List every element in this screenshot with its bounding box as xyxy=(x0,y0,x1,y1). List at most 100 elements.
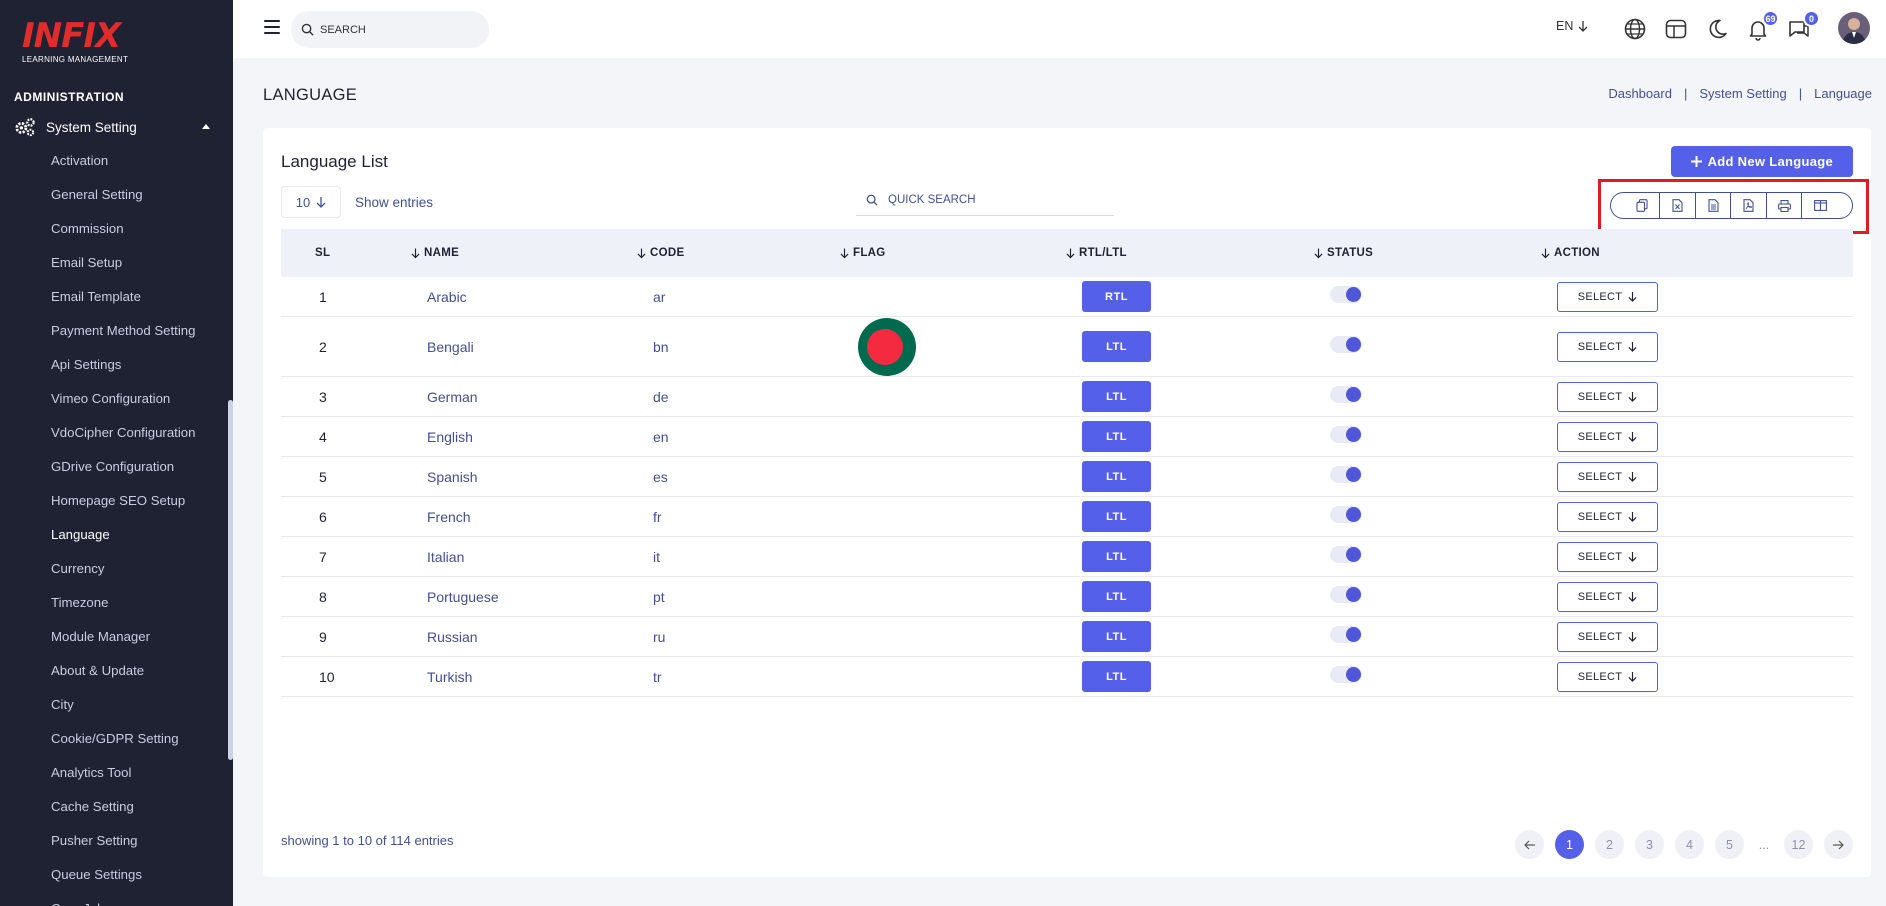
arrow-down-icon xyxy=(1628,391,1637,402)
sidebar-item-vimeo-configuration[interactable]: Vimeo Configuration xyxy=(51,391,171,406)
sidebar-item-cron-job[interactable]: Cron Job xyxy=(51,898,195,906)
layout-icon[interactable] xyxy=(1664,17,1688,41)
sidebar-item-vdocipher-configuration[interactable]: VdoCipher Configuration xyxy=(51,425,196,440)
sidebar-group-system-setting[interactable]: System Setting xyxy=(14,116,214,138)
action-select-button[interactable]: SELECT xyxy=(1557,331,1658,362)
column-header-code[interactable]: CODE xyxy=(637,247,840,259)
globe-icon[interactable] xyxy=(1623,17,1647,41)
sidebar-item-queue-settings[interactable]: Queue Settings xyxy=(51,867,142,882)
status-toggle[interactable] xyxy=(1330,386,1362,403)
notifications-button[interactable]: 69 xyxy=(1746,10,1779,41)
search-box[interactable] xyxy=(291,11,489,48)
status-toggle[interactable] xyxy=(1330,286,1362,303)
sidebar-item-module-manager[interactable]: Module Manager xyxy=(51,629,150,644)
direction-button[interactable]: LTL xyxy=(1082,661,1151,692)
sidebar-item-city[interactable]: City xyxy=(51,697,74,712)
column-header-status[interactable]: STATUS xyxy=(1314,247,1541,259)
sidebar-item-currency[interactable]: Currency xyxy=(51,561,105,576)
quick-search-input[interactable] xyxy=(888,193,1088,206)
action-select-button[interactable]: SELECT xyxy=(1557,621,1658,652)
sidebar-item-analytics-tool[interactable]: Analytics Tool xyxy=(51,765,132,780)
sort-arrow-icon xyxy=(1541,248,1550,258)
sidebar-item-activation[interactable]: Activation xyxy=(51,153,109,168)
action-select-button[interactable]: SELECT xyxy=(1557,661,1658,692)
sidebar-item-payment-method-setting[interactable]: Payment Method Setting xyxy=(51,323,196,338)
status-toggle[interactable] xyxy=(1330,506,1362,523)
pdf-export-button[interactable] xyxy=(1732,192,1767,219)
sidebar-scrollbar[interactable] xyxy=(228,400,233,760)
direction-button[interactable]: LTL xyxy=(1082,331,1151,362)
page-4-button[interactable]: 4 xyxy=(1675,830,1704,859)
menu-toggle-icon[interactable] xyxy=(264,20,280,34)
sidebar-item-api-settings[interactable]: Api Settings xyxy=(51,357,122,372)
sidebar-item-email-template[interactable]: Email Template xyxy=(51,289,141,304)
column-header-action[interactable]: ACTION xyxy=(1541,247,1837,259)
status-toggle[interactable] xyxy=(1330,466,1362,483)
direction-button[interactable]: LTL xyxy=(1082,501,1151,532)
status-toggle[interactable] xyxy=(1330,626,1362,643)
dark-mode-moon-icon[interactable] xyxy=(1705,17,1729,41)
logo[interactable]: INFIX LEARNING MANAGEMENT xyxy=(22,18,128,64)
action-select-button[interactable]: SELECT xyxy=(1557,541,1658,572)
status-toggle[interactable] xyxy=(1330,426,1362,443)
column-header-direction[interactable]: RTL/LTL xyxy=(1066,247,1314,259)
user-avatar[interactable] xyxy=(1838,12,1870,44)
action-select-button[interactable]: SELECT xyxy=(1557,381,1658,412)
page-3-button[interactable]: 3 xyxy=(1635,830,1664,859)
breadcrumb-dashboard[interactable]: Dashboard xyxy=(1608,86,1672,101)
action-select-button[interactable]: SELECT xyxy=(1557,501,1658,532)
sidebar-item-homepage-seo-setup[interactable]: Homepage SEO Setup xyxy=(51,493,186,508)
prev-page-button[interactable] xyxy=(1515,830,1544,859)
column-header-flag[interactable]: FLAG xyxy=(840,247,1066,259)
print-button[interactable] xyxy=(1767,192,1803,219)
sidebar-item-about-update[interactable]: About & Update xyxy=(51,663,145,678)
status-toggle[interactable] xyxy=(1330,586,1362,603)
quick-search[interactable] xyxy=(856,184,1114,216)
messages-button[interactable]: 0 xyxy=(1787,10,1820,41)
sidebar-item-cookie-gdpr-setting[interactable]: Cookie/GDPR Setting xyxy=(51,731,179,746)
column-header-sl[interactable]: SL xyxy=(281,247,427,259)
sidebar-item-general-setting[interactable]: General Setting xyxy=(51,187,143,202)
column-header-name[interactable]: NAME xyxy=(411,247,637,259)
excel-export-button[interactable] xyxy=(1661,192,1696,219)
page-12-button[interactable]: 12 xyxy=(1784,830,1813,859)
search-input[interactable] xyxy=(320,23,470,36)
next-page-button[interactable] xyxy=(1824,830,1853,859)
sidebar-item-timezone[interactable]: Timezone xyxy=(51,595,109,610)
cell-direction: LTL xyxy=(1082,331,1330,362)
breadcrumb-system-setting[interactable]: System Setting xyxy=(1699,86,1787,101)
direction-button[interactable]: LTL xyxy=(1082,461,1151,492)
column-visibility-button[interactable] xyxy=(1803,192,1838,219)
status-toggle[interactable] xyxy=(1330,336,1362,353)
sidebar-item-gdrive-configuration[interactable]: GDrive Configuration xyxy=(51,459,175,474)
direction-button[interactable]: RTL xyxy=(1082,281,1151,312)
sort-arrow-icon xyxy=(840,248,849,258)
copy-button[interactable] xyxy=(1625,192,1660,219)
entries-select[interactable]: 10 xyxy=(281,186,341,218)
page-2-button[interactable]: 2 xyxy=(1595,830,1624,859)
csv-export-button[interactable] xyxy=(1696,192,1732,219)
breadcrumb-language[interactable]: Language xyxy=(1814,86,1872,101)
direction-button[interactable]: LTL xyxy=(1082,381,1151,412)
action-select-button[interactable]: SELECT xyxy=(1557,581,1658,612)
action-select-button[interactable]: SELECT xyxy=(1557,461,1658,492)
page-1-button[interactable]: 1 xyxy=(1555,830,1584,859)
sidebar-item-email-setup[interactable]: Email Setup xyxy=(51,255,123,270)
page-5-button[interactable]: 5 xyxy=(1715,830,1744,859)
direction-button[interactable]: LTL xyxy=(1082,541,1151,572)
status-toggle[interactable] xyxy=(1330,666,1362,683)
direction-button[interactable]: LTL xyxy=(1082,621,1151,652)
csv-file-icon xyxy=(1708,199,1719,212)
add-new-language-button[interactable]: Add New Language xyxy=(1670,146,1853,177)
action-select-button[interactable]: SELECT xyxy=(1557,421,1658,452)
direction-button[interactable]: LTL xyxy=(1082,581,1151,612)
status-toggle[interactable] xyxy=(1330,546,1362,563)
sidebar-item-language[interactable]: Language xyxy=(51,527,110,542)
direction-button[interactable]: LTL xyxy=(1082,421,1151,452)
language-selector[interactable]: EN xyxy=(1556,19,1588,33)
sidebar-item-cache-setting[interactable]: Cache Setting xyxy=(51,799,134,814)
sidebar-item-pusher-setting[interactable]: Pusher Setting xyxy=(51,833,138,848)
action-select-button[interactable]: SELECT xyxy=(1557,281,1658,312)
arrow-down-icon xyxy=(1628,551,1637,562)
sidebar-item-commission[interactable]: Commission xyxy=(51,221,124,236)
